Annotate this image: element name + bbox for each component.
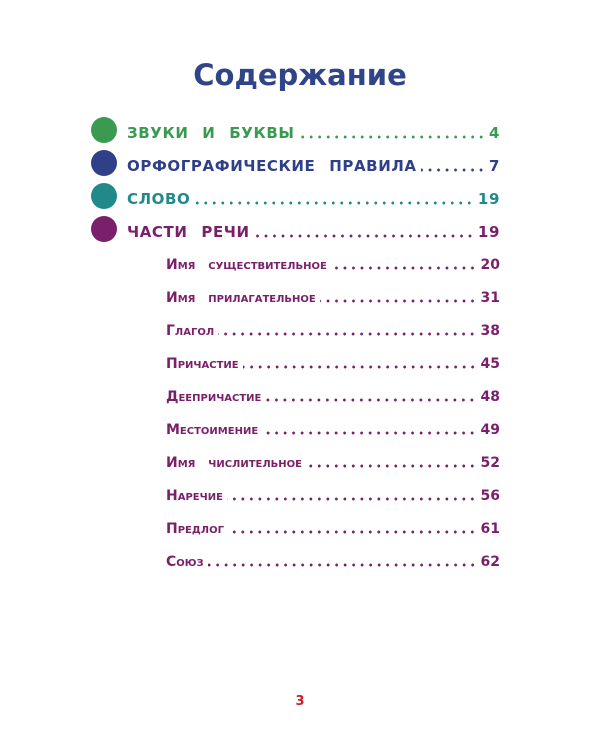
subsection-title: Предлог [166,521,224,537]
subsection-title: Причастие [166,356,239,372]
dot-leader [218,332,477,336]
section-bullet-icon [91,216,117,242]
subsection-page: 48 [480,389,500,405]
section-title: ЗВУКИ И БУКВЫ [127,124,295,142]
toc-subsection-entry[interactable]: Союз 62 [166,551,500,571]
subsection-title: Союз [166,554,204,570]
toc-subsection-entry[interactable]: Наречие 56 [166,485,500,505]
subsection-title: Наречие [166,488,223,504]
section-title: СЛОВО [127,190,191,208]
subsection-page: 62 [480,554,500,570]
toc-section-entry[interactable]: ЗВУКИ И БУКВЫ 4 [91,117,500,143]
subsection-page: 56 [480,488,500,504]
section-page: 19 [477,190,500,208]
toc-section-entry[interactable]: СЛОВО 19 [91,183,500,209]
subsection-title: Имя прилагательное [166,290,316,306]
subsection-page: 20 [480,257,500,273]
subsection-page: 52 [480,455,500,471]
dot-leader [330,266,477,270]
subsection-page: 45 [480,356,500,372]
dot-leader [265,398,477,402]
subsection-page: 61 [480,521,500,537]
dot-leader [420,168,485,172]
toc-subsection-entry[interactable]: Имя прилагательное 31 [166,287,500,307]
toc-subsection-entry[interactable]: Причастие 45 [166,353,500,373]
dot-leader [242,365,477,369]
section-page: 4 [488,124,500,142]
dot-leader [262,431,477,435]
dot-leader [253,234,474,238]
subsection-page: 38 [480,323,500,339]
toc-section-entry[interactable]: ОРФОГРАФИЧЕСКИЕ ПРАВИЛА 7 [91,150,500,176]
subsection-title: Глагол [166,323,215,339]
section-title: ОРФОГРАФИЧЕСКИЕ ПРАВИЛА [127,157,417,175]
dot-leader [226,497,477,501]
toc-subsection-entry[interactable]: Глагол 38 [166,320,500,340]
subsection-page: 31 [480,290,500,306]
section-bullet-icon [91,117,117,143]
subsection-title: Имя существительное [166,257,327,273]
subsection-title: Деепричастие [166,389,262,405]
subsection-title: Имя числительное [166,455,302,471]
page-number: 3 [295,694,305,709]
dot-leader [298,135,485,139]
section-page: 19 [477,223,500,241]
dot-leader [194,201,474,205]
toc-subsection-entry[interactable]: Предлог 61 [166,518,500,538]
section-title: ЧАСТИ РЕЧИ [127,223,250,241]
toc-subsection-entry[interactable]: Местоимение 49 [166,419,500,439]
dot-leader [207,563,477,567]
toc-section-entry[interactable]: ЧАСТИ РЕЧИ 19 [91,216,500,242]
section-bullet-icon [91,150,117,176]
toc-subsection-entry[interactable]: Имя существительное 20 [166,254,500,274]
section-bullet-icon [91,183,117,209]
page-title: Содержание [193,58,407,92]
section-page: 7 [488,157,500,175]
dot-leader [306,464,477,468]
dot-leader [227,530,477,534]
toc-subsection-entry[interactable]: Имя числительное 52 [166,452,500,472]
subsection-title: Местоимение [166,422,259,438]
toc-subsection-entry[interactable]: Деепричастие 48 [166,386,500,406]
dot-leader [319,299,477,303]
subsection-page: 49 [480,422,500,438]
